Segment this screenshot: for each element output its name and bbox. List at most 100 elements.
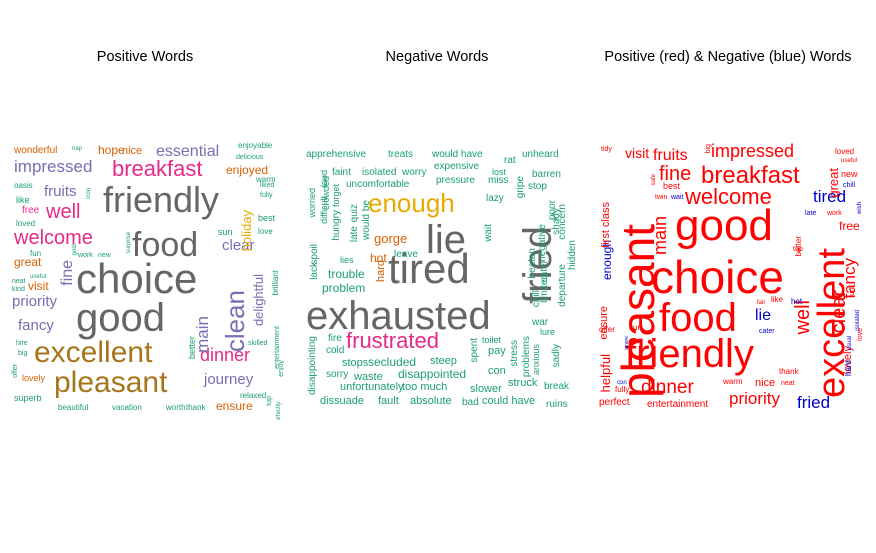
word-wait: wait	[671, 194, 684, 201]
word-sorry: sorry	[326, 369, 349, 380]
word-would-have: would have	[432, 149, 483, 160]
word-best: best	[663, 181, 681, 191]
word-choice: choice	[76, 255, 198, 302]
word-fully: fully	[615, 385, 630, 394]
word-choice: choice	[651, 251, 784, 303]
word-negative: negative	[537, 224, 548, 262]
word-holiday: holiday	[239, 210, 254, 252]
word-spent: spent	[469, 338, 480, 363]
word-beautiful: beautiful	[58, 403, 89, 412]
word-absolute: absolute	[410, 395, 452, 407]
word-pay: pay	[488, 345, 506, 357]
word-dissuade: dissuade	[320, 395, 365, 407]
word-ensure: ensure	[598, 306, 610, 340]
word-perfect: perfect	[599, 397, 630, 408]
word-steep: steep	[430, 355, 457, 367]
word-cater: cater	[759, 328, 775, 335]
word-ruins: ruins	[546, 399, 568, 410]
word-superb: superb	[14, 393, 42, 403]
word-problems: problems	[521, 336, 532, 378]
word-lies: lies	[340, 255, 354, 265]
word-isolated: isolated	[855, 310, 861, 331]
word-hungry: hungry	[331, 210, 342, 241]
word-wish: wish	[857, 202, 863, 215]
word-love: love	[258, 227, 273, 236]
word-hire: hire	[16, 340, 28, 347]
word-spoil: spoil	[309, 244, 320, 265]
word-fruits: fruits	[653, 147, 688, 164]
word-sadly: sadly	[551, 344, 562, 368]
word-quiz: quiz	[349, 204, 360, 223]
word-great: great	[14, 255, 42, 269]
word-better: better	[187, 336, 197, 360]
word-slower: slower	[470, 383, 502, 395]
word-concern: concern	[557, 204, 568, 240]
word-nice: nice	[755, 377, 776, 389]
word-frustrated: frustrated	[346, 328, 439, 353]
word-enjoyed: enjoyed	[226, 163, 269, 177]
word-wonderful: wonderful	[14, 145, 58, 156]
word-warm: warm	[723, 377, 743, 386]
word-main: main	[650, 216, 670, 256]
word-fault: fault	[378, 395, 399, 407]
word-fine: fine	[59, 260, 76, 286]
word-lie: lie	[755, 307, 772, 324]
word-kind: kind	[12, 286, 25, 293]
word-too-much: too much	[402, 381, 448, 393]
word-friendly: friendly	[625, 332, 754, 376]
word-sun: sun	[218, 227, 233, 237]
word-neat: neat	[12, 278, 26, 285]
word-journey: journey	[204, 371, 254, 388]
chart-title-positive: Positive Words	[96, 49, 194, 65]
word-top: top	[793, 246, 803, 253]
word-helpful: helpful	[598, 354, 613, 393]
word-like: like	[771, 295, 784, 304]
word-warm: warm	[256, 175, 276, 184]
word-trouble: trouble	[328, 267, 365, 281]
word-secluded: secluded	[368, 355, 417, 369]
word-worth: worth	[166, 403, 186, 412]
word-crowded: crowded	[321, 176, 331, 211]
word-delightful: delightful	[251, 274, 266, 327]
word-war: war	[532, 317, 549, 328]
word-dinner: dinner	[641, 377, 694, 398]
word-neat: neat	[781, 380, 795, 387]
word-vacation: vacation	[112, 403, 142, 412]
word-free: free	[839, 219, 860, 233]
word-ensure: ensure	[216, 399, 253, 413]
word-pressure: pressure	[436, 175, 475, 186]
word-fair: fair	[757, 300, 766, 306]
word-visit: visit	[625, 145, 650, 161]
word-anxious: anxious	[531, 344, 541, 376]
word-unfortunately: unfortunately	[340, 381, 404, 393]
word-entertainment: entertainment	[647, 399, 709, 410]
word-tired: tired	[813, 187, 847, 206]
word-fun: fun	[30, 249, 42, 258]
word-big: big	[18, 350, 28, 357]
wordcloud-positive: friendly choice good food clean pleasant excel…	[8, 140, 284, 421]
word-uncomfortable: uncomfortable	[346, 179, 410, 190]
word-could-have: could have	[482, 395, 536, 407]
word-thank: thank	[779, 367, 799, 376]
word-lure: lure	[540, 327, 556, 337]
word-isolated: isolated	[362, 167, 397, 178]
word-lost: lost	[492, 167, 507, 177]
word-perfectly: perfectly	[276, 402, 282, 420]
word-loved: loved	[16, 219, 36, 228]
word-good: good	[675, 201, 773, 250]
word-safe: safe	[651, 174, 657, 186]
word-great: great	[826, 168, 841, 198]
word-useful: useful	[841, 158, 858, 164]
word-unheard: unheard	[522, 149, 559, 160]
word-gorge: gorge	[374, 231, 408, 246]
word-lie: lie	[426, 218, 467, 262]
word-forget: forget	[331, 184, 341, 208]
word-apprehensive: apprehensive	[306, 149, 367, 160]
word-liked: liked	[260, 182, 275, 189]
word-struck: struck	[508, 377, 538, 389]
chart-title-combined: Positive (red) & Negative (blue) Words	[604, 49, 852, 65]
word-toilet: toilet	[482, 335, 502, 345]
word-hot: hot	[370, 251, 387, 265]
word-essential: essential	[156, 143, 220, 160]
word-excellent: excellent	[34, 336, 153, 369]
